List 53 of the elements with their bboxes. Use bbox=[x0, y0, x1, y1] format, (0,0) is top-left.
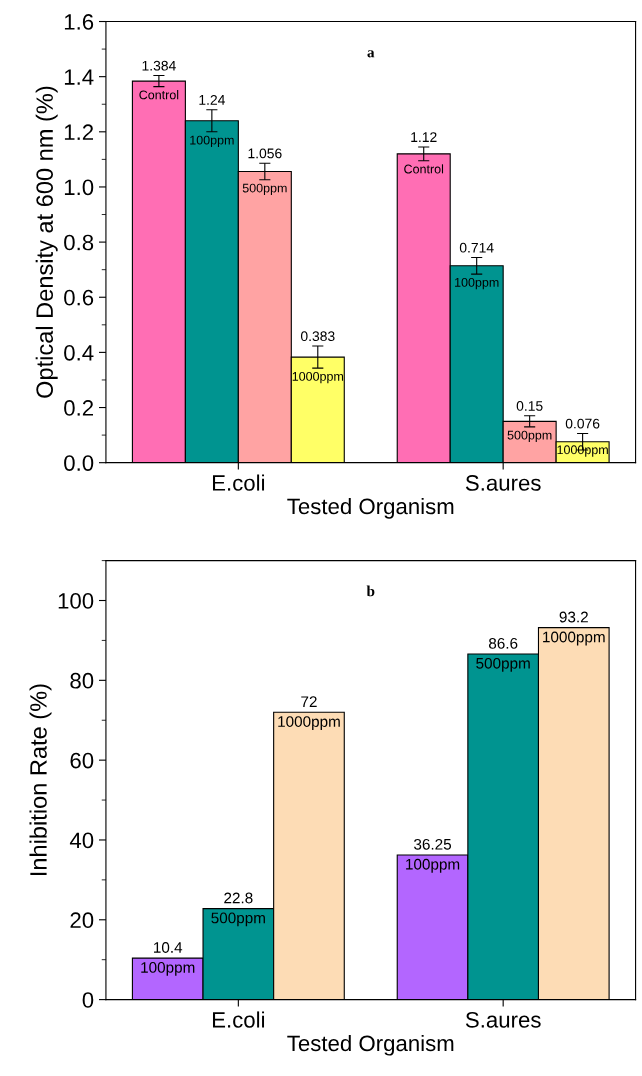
text: 500ppm bbox=[476, 657, 530, 672]
data-label: 1.24 bbox=[199, 94, 225, 105]
series-label: 500ppm bbox=[211, 912, 265, 927]
x-tick-label: S.aures bbox=[465, 475, 541, 491]
text: Control bbox=[139, 90, 179, 100]
series-label: 1000ppm bbox=[278, 716, 340, 731]
y-axis-title: Optical Density at 600 nm (%) bbox=[35, 86, 58, 398]
y-tick-label: 0.2 bbox=[64, 400, 94, 416]
y-tick-label: 0.0 bbox=[64, 455, 94, 471]
x-axis-title: Tested Organism bbox=[287, 497, 454, 519]
x-tick-label: E.coli bbox=[213, 474, 265, 491]
text: 1000ppm bbox=[543, 631, 605, 646]
y-tick-label: 40 bbox=[69, 832, 94, 849]
data-label: 0.15 bbox=[516, 401, 543, 411]
text: 500ppm bbox=[242, 183, 287, 195]
text: 100ppm bbox=[406, 858, 460, 873]
text: 1000ppm bbox=[557, 445, 608, 457]
data-label: 1.384 bbox=[142, 60, 176, 71]
series-label: 1000ppm bbox=[292, 371, 344, 384]
y-tick-label: 1.6 bbox=[64, 14, 94, 30]
y-tick-label: 0.6 bbox=[64, 289, 94, 306]
data-label: 1.12 bbox=[411, 132, 437, 142]
y-tick-label: 60 bbox=[70, 752, 94, 769]
x-tick-label: S.aures bbox=[465, 1012, 541, 1028]
text: b bbox=[366, 585, 375, 597]
y-tick-label: 1.4 bbox=[64, 69, 94, 85]
text: 100ppm bbox=[455, 277, 499, 290]
y-tick-label: 80 bbox=[70, 672, 94, 689]
text: a bbox=[367, 50, 375, 58]
data-label: 36.25 bbox=[414, 838, 452, 850]
series-label: 100ppm bbox=[141, 962, 195, 976]
y-tick-label: 100 bbox=[58, 593, 94, 609]
y-tick-label: 20 bbox=[70, 912, 94, 929]
data-label: 93.2 bbox=[559, 611, 588, 623]
data-label: 22.8 bbox=[224, 892, 253, 904]
data-label: 10.4 bbox=[154, 942, 183, 953]
series-label: Control bbox=[404, 164, 444, 174]
data-label: 1.056 bbox=[248, 148, 282, 159]
series-label: 100ppm bbox=[190, 135, 234, 147]
y-axis-title: Inhibition Rate (%) bbox=[29, 684, 52, 876]
y-tick-label: 1.2 bbox=[64, 124, 94, 140]
y-tick-label: 1.0 bbox=[64, 179, 94, 196]
data-label: 0.383 bbox=[300, 331, 335, 342]
series-label: 500ppm bbox=[507, 430, 552, 443]
y-tick-label: 0.8 bbox=[64, 234, 94, 251]
y-tick-label: 0 bbox=[82, 992, 94, 1008]
x-tick-label: E.coli bbox=[213, 1011, 265, 1028]
y-tick-label: 0.4 bbox=[64, 344, 94, 361]
data-label: 72 bbox=[301, 696, 317, 707]
data-label: 0.714 bbox=[459, 242, 494, 253]
x-axis-title: Tested Organism bbox=[287, 1034, 454, 1056]
data-label: 86.6 bbox=[488, 637, 518, 649]
data-label: 0.076 bbox=[565, 418, 600, 429]
